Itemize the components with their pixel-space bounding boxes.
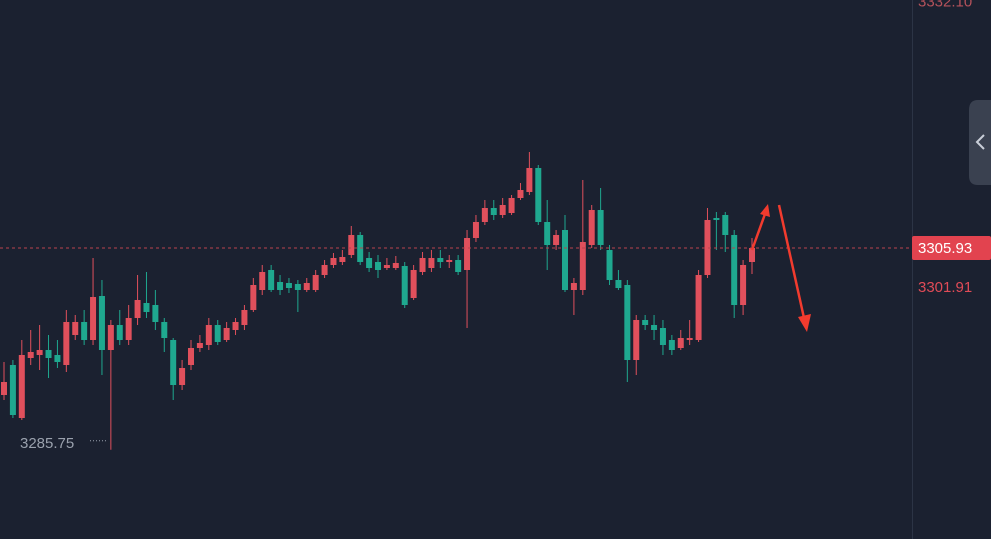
candle-body	[116, 325, 123, 340]
candle-body	[18, 355, 25, 418]
candle-body	[428, 258, 435, 268]
candle-body	[686, 338, 693, 340]
candle-body	[499, 205, 506, 215]
candle-body	[312, 275, 319, 290]
candle-body	[722, 215, 729, 235]
candle-body	[624, 285, 631, 360]
candle-body	[517, 190, 524, 198]
candle-body	[740, 265, 747, 305]
candle-body	[731, 235, 738, 305]
last-price-box	[912, 236, 991, 260]
candle-body	[170, 340, 177, 385]
candle-body	[36, 350, 43, 355]
y-tick-label: 3332.10	[918, 0, 972, 10]
candle-body	[330, 258, 337, 265]
candle-body	[196, 343, 203, 348]
candle-body	[1, 382, 7, 395]
marker-price-label: 3301.91	[918, 279, 972, 296]
candle-body	[535, 168, 542, 222]
candle-body	[321, 265, 328, 275]
candle-body	[107, 325, 114, 350]
candle-body	[223, 328, 230, 340]
candle-body	[677, 338, 684, 348]
candle-body	[410, 270, 417, 298]
candle-body	[27, 352, 34, 358]
candle-body	[294, 284, 301, 290]
candle-body	[508, 198, 515, 213]
candle-body	[490, 208, 497, 215]
candle-body	[72, 322, 79, 335]
candle-body	[579, 242, 586, 290]
candle-body	[588, 210, 595, 245]
candle-body	[446, 260, 453, 262]
candle-body	[63, 322, 70, 365]
candle-body	[419, 258, 426, 272]
candle-body	[161, 322, 168, 338]
candle-body	[472, 222, 479, 238]
candle-body	[188, 348, 194, 365]
candle-body	[615, 280, 622, 288]
candle-body	[597, 210, 604, 245]
annotation-arrows	[750, 204, 811, 332]
low-marker-label: 3285.75	[20, 435, 74, 452]
candle-body	[366, 258, 373, 268]
candle-body	[348, 235, 355, 255]
candle-body	[205, 325, 212, 345]
candle-body	[481, 208, 488, 222]
candle-body	[668, 340, 675, 350]
candle-body	[375, 262, 381, 270]
candle-body	[45, 350, 52, 358]
candle-body	[401, 266, 408, 305]
candle-body	[339, 257, 346, 262]
candle-body	[90, 297, 97, 340]
last-price-label: 3305.93	[918, 240, 972, 257]
candle-body	[125, 318, 132, 340]
candle-body	[553, 235, 560, 245]
candle-body	[651, 325, 658, 330]
plot: 3332.10 3305.93 3301.91 3285.75	[0, 0, 991, 452]
candle-body	[241, 310, 248, 325]
candle-body	[749, 248, 755, 262]
candle-body	[464, 238, 471, 270]
candle-body	[98, 296, 105, 350]
candle-body	[606, 250, 613, 280]
candle-body	[659, 328, 666, 345]
candle-body	[303, 283, 310, 290]
candle-body	[383, 265, 390, 268]
candle-body	[437, 258, 444, 262]
candle-body	[152, 305, 159, 322]
candle-body	[232, 322, 239, 330]
candle-body	[633, 320, 640, 360]
candle-body	[562, 230, 568, 290]
collapse-tab[interactable]	[969, 100, 991, 185]
candle-body	[9, 365, 16, 415]
candle-body	[392, 263, 399, 268]
candle-body	[179, 368, 186, 385]
candle-body	[455, 260, 462, 272]
candle-body	[285, 283, 292, 288]
candle-body	[143, 303, 150, 312]
candle-body	[134, 300, 141, 318]
candle-body	[268, 270, 275, 290]
candle-body	[277, 282, 284, 290]
candle-body	[544, 222, 551, 245]
candle-body	[704, 220, 711, 275]
candle-body	[81, 322, 88, 340]
candle-body	[570, 283, 577, 290]
candle-body	[259, 272, 266, 290]
candle-body	[695, 275, 702, 340]
candle-body	[642, 320, 649, 325]
candle-body	[526, 168, 533, 192]
candle-body	[214, 325, 221, 342]
candle-body	[250, 285, 257, 310]
candle-body	[54, 355, 61, 362]
candle-body	[713, 218, 720, 220]
